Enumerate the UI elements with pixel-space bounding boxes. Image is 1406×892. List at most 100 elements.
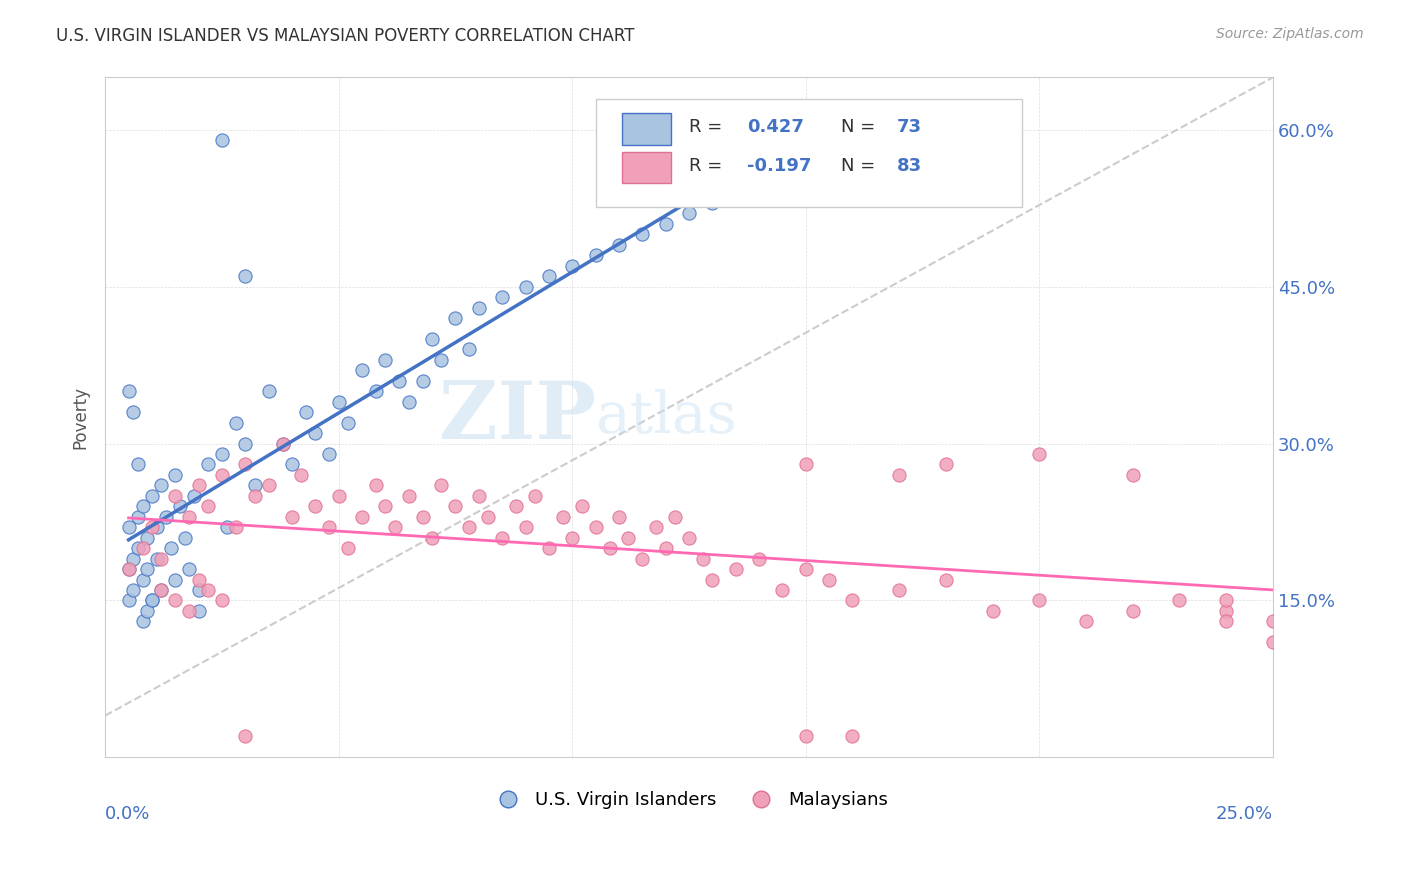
Point: [131, 541, 153, 556]
Point: [571, 500, 593, 514]
Point: [352, 363, 374, 377]
Point: [477, 509, 499, 524]
Point: [122, 582, 145, 597]
Point: [515, 520, 537, 534]
Point: [515, 279, 537, 293]
Text: ZIP: ZIP: [439, 378, 596, 457]
Point: [678, 206, 700, 220]
Text: 73: 73: [897, 118, 922, 136]
FancyBboxPatch shape: [623, 113, 672, 145]
Point: [818, 573, 841, 587]
Text: N =: N =: [841, 157, 880, 175]
Point: [702, 196, 724, 211]
Point: [617, 531, 640, 545]
Point: [145, 520, 167, 534]
Text: Source: ZipAtlas.com: Source: ZipAtlas.com: [1216, 27, 1364, 41]
Point: [295, 405, 318, 419]
Point: [794, 458, 817, 472]
Point: [561, 259, 583, 273]
Point: [131, 500, 153, 514]
Point: [211, 593, 233, 607]
Point: [141, 593, 163, 607]
Point: [165, 573, 187, 587]
Point: [183, 489, 205, 503]
Point: [145, 551, 167, 566]
Point: [150, 551, 173, 566]
Point: [318, 447, 340, 461]
Point: [491, 531, 513, 545]
Text: R =: R =: [689, 157, 728, 175]
Point: [364, 384, 387, 399]
Point: [1122, 604, 1144, 618]
Point: [211, 133, 233, 147]
Point: [225, 416, 247, 430]
Point: [374, 500, 396, 514]
Point: [165, 489, 187, 503]
Point: [337, 541, 360, 556]
Point: [233, 436, 256, 450]
Point: [841, 593, 863, 607]
Point: [1215, 593, 1237, 607]
Point: [127, 458, 149, 472]
Point: [215, 520, 238, 534]
Point: [1215, 604, 1237, 618]
Point: [187, 478, 209, 492]
Text: 0.427: 0.427: [748, 118, 804, 136]
Text: 25.0%: 25.0%: [1216, 805, 1272, 823]
Point: [127, 509, 149, 524]
Point: [257, 478, 280, 492]
Point: [281, 509, 304, 524]
Point: [211, 467, 233, 482]
Point: [889, 467, 911, 482]
Point: [117, 384, 139, 399]
Point: [420, 531, 443, 545]
Point: [337, 416, 360, 430]
Point: [197, 582, 219, 597]
Point: [692, 551, 714, 566]
Point: [491, 290, 513, 304]
Point: [243, 489, 266, 503]
Point: [1261, 615, 1284, 629]
Point: [155, 509, 177, 524]
Point: [225, 520, 247, 534]
Text: R =: R =: [689, 118, 728, 136]
Point: [117, 520, 139, 534]
Text: N =: N =: [841, 118, 880, 136]
Point: [1261, 635, 1284, 649]
Point: [537, 541, 560, 556]
Point: [1028, 593, 1050, 607]
Point: [141, 489, 163, 503]
Text: 0.0%: 0.0%: [105, 805, 150, 823]
Point: [430, 352, 453, 367]
Point: [122, 405, 145, 419]
Point: [841, 730, 863, 744]
Point: [364, 478, 387, 492]
Point: [150, 478, 173, 492]
Point: [599, 541, 621, 556]
Point: [141, 593, 163, 607]
Point: [150, 582, 173, 597]
Point: [173, 531, 195, 545]
Point: [430, 478, 453, 492]
Point: [468, 489, 491, 503]
Point: [257, 384, 280, 399]
Point: [607, 509, 630, 524]
Point: [702, 573, 724, 587]
Point: [561, 531, 583, 545]
Point: [117, 562, 139, 576]
Point: [141, 520, 163, 534]
Point: [444, 311, 467, 326]
Point: [935, 573, 957, 587]
Y-axis label: Poverty: Poverty: [72, 386, 89, 449]
Point: [631, 227, 654, 242]
Point: [398, 394, 420, 409]
Point: [645, 520, 668, 534]
Point: [607, 237, 630, 252]
Point: [505, 500, 527, 514]
Point: [169, 500, 191, 514]
Text: atlas: atlas: [596, 390, 737, 445]
Point: [197, 500, 219, 514]
Point: [585, 248, 607, 262]
Point: [179, 604, 201, 618]
Point: [724, 186, 747, 200]
